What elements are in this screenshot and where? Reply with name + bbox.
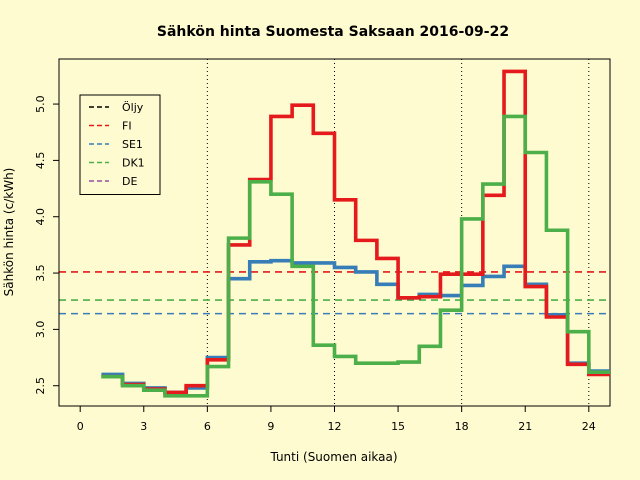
x-tick-label: 15 <box>391 420 405 433</box>
x-axis-label: Tunti (Suomen aikaa) <box>269 450 397 464</box>
x-tick-label: 9 <box>267 420 274 433</box>
legend-label-öljy: Öljy <box>122 101 144 114</box>
y-axis: 2.5 3.0 3.5 4.0 4.5 5.0 <box>34 95 60 395</box>
x-tick-label: 0 <box>77 420 84 433</box>
series-se1 <box>101 258 610 395</box>
x-axis: 0 3 6 9 12 15 18 21 24 <box>77 405 596 433</box>
x-tick-label: 24 <box>582 420 596 433</box>
legend-label-se1: SE1 <box>122 138 143 151</box>
y-tick-label: 5.0 <box>34 95 47 113</box>
y-tick-label: 4.0 <box>34 208 47 226</box>
y-tick-label: 3.5 <box>34 264 47 282</box>
legend-box <box>79 94 161 195</box>
legend-label-dk1: DK1 <box>122 157 145 170</box>
x-tick-label: 18 <box>455 420 469 433</box>
x-tick-label: 12 <box>328 420 342 433</box>
y-tick-label: 4.5 <box>34 152 47 170</box>
chart-title: Sähkön hinta Suomesta Saksaan 2016-09-22 <box>157 24 509 40</box>
series-group <box>101 69 610 398</box>
y-axis-label: Sähkön hinta (c/kWh) <box>2 168 16 297</box>
x-tick-label: 3 <box>140 420 147 433</box>
series-fi <box>101 69 610 395</box>
y-tick-label: 2.5 <box>34 377 47 395</box>
legend-label-de: DE <box>122 175 137 188</box>
legend-label-fi: FI <box>122 120 132 133</box>
average-price-lines <box>59 271 610 315</box>
x-tick-label: 6 <box>204 420 211 433</box>
x-tick-label: 21 <box>518 420 532 433</box>
series-dk1 <box>101 114 610 398</box>
legend: Öljy FI SE1 DK1 DE <box>79 94 161 195</box>
y-tick-label: 3.0 <box>34 321 47 339</box>
vertical-reference-lines <box>206 59 590 406</box>
